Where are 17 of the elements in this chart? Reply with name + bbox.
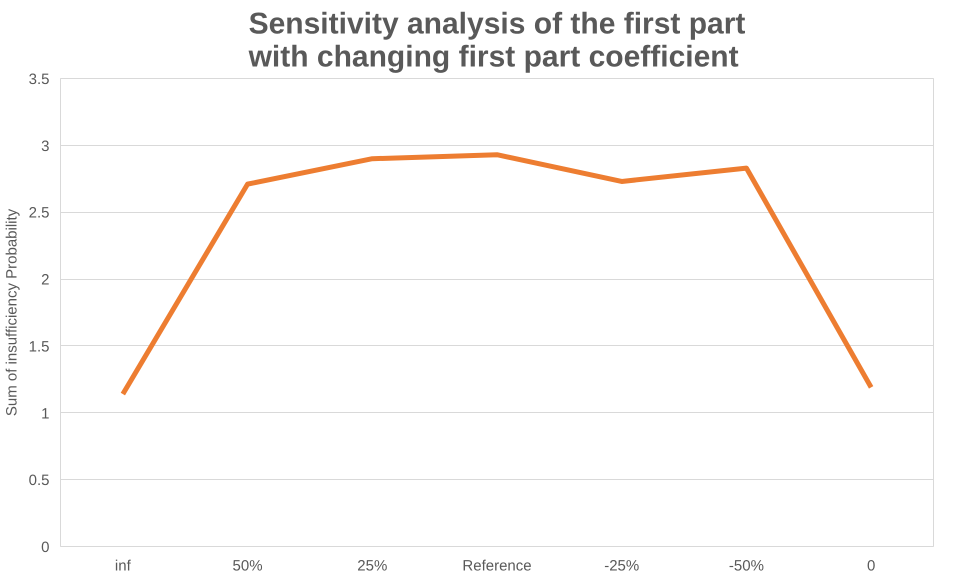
- x-tick-label: 50%: [232, 558, 263, 574]
- x-tick-label: -25%: [604, 558, 640, 574]
- y-tick-label: 3: [41, 138, 50, 155]
- x-tick-label: 0: [866, 558, 876, 574]
- y-axis-title: Sum of insufficiency Probability: [4, 208, 21, 416]
- x-tick-label: 25%: [357, 558, 388, 574]
- x-tick-label: -50%: [728, 558, 764, 574]
- x-tick-label: Reference: [462, 558, 532, 574]
- y-tick-label: 0.5: [28, 472, 50, 490]
- y-tick-label: 2.5: [28, 204, 50, 222]
- y-tick-label: 0: [41, 539, 50, 556]
- y-tick-label: 1.5: [28, 338, 50, 356]
- x-tick-label: inf: [114, 558, 132, 574]
- y-tick-label: 3.5: [28, 71, 50, 88]
- y-tick-label: 2: [41, 272, 50, 289]
- y-tick-label: 1: [41, 405, 50, 422]
- chart-title: Sensitivity analysis of the first part with changing first part coefficient: [248, 8, 746, 74]
